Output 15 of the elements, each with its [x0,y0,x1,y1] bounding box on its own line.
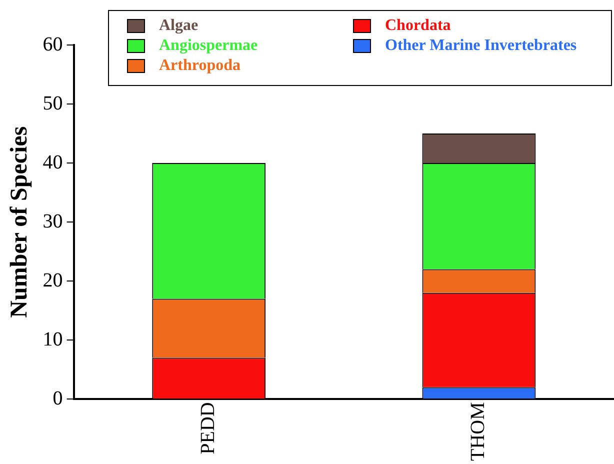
y-tick-label: 40 [42,151,63,174]
legend-label: Angiospermae [159,37,258,55]
y-tick-label: 30 [42,210,63,232]
legend-label: Arthropoda [159,57,240,75]
x-tick-label: PEDD [197,402,220,454]
y-tick-label: 10 [42,328,63,350]
y-tick-label: 20 [42,269,63,292]
legend-label: Chordata [385,17,451,35]
legend-label: Algae [159,17,198,35]
x-tick-label: THOM [467,402,490,462]
y-tick-label: 60 [42,33,63,56]
y-tick-label: 50 [42,92,63,114]
y-tick-label: 0 [52,387,63,410]
legend-label: Other Marine Invertebrates [385,37,577,55]
y-axis-title: Number of Species [6,126,33,318]
